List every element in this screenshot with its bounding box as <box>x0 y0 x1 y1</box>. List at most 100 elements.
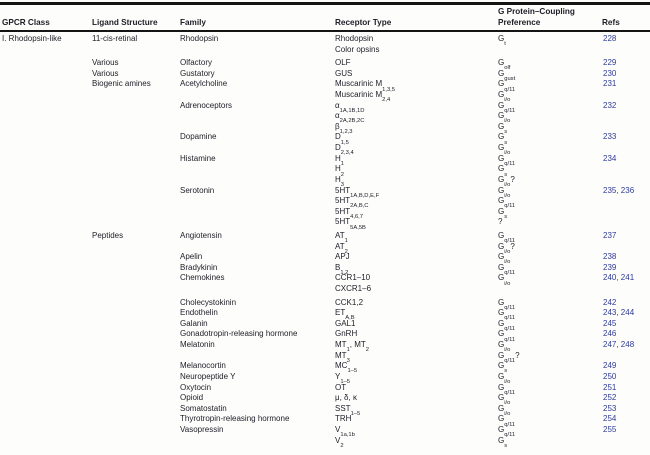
col-header-refs: Refs <box>602 18 620 27</box>
refs-cell[interactable]: 229 <box>603 58 617 68</box>
refs-cell[interactable]: 254 <box>603 414 617 424</box>
refs-cell[interactable]: 251 <box>603 382 617 392</box>
refs-cell[interactable]: 228 <box>603 34 617 43</box>
table-row: Various Olfactory OLF Golf 229 <box>0 58 650 71</box>
g-protein-cell: Gq/11 <box>498 308 516 322</box>
table-row: Adrenoceptors α1A,1B,1D Gq/11 232 <box>0 100 650 114</box>
family-cell: Vasopressin <box>180 424 224 434</box>
receptor-type-cell: β1,2,3 <box>335 121 353 136</box>
ligand-structure-cell: 11-cis-retinal <box>92 34 138 43</box>
refs-cell[interactable]: 242 <box>603 297 617 307</box>
g-protein-cell: Gi/o <box>498 143 511 157</box>
refs-cell[interactable]: 246 <box>603 329 617 339</box>
table-row: H2 Gs <box>0 164 650 178</box>
refs-cell[interactable]: 230 <box>603 68 617 78</box>
family-cell: Serotonin <box>180 185 215 195</box>
g-protein-cell: Gi/o <box>498 111 511 125</box>
table-row: Vasopressin V1a,1b Gq/11 255 <box>0 424 650 439</box>
receptor-type-cell: CCR1–10 <box>335 273 371 283</box>
receptor-type-cell: GnRH <box>335 329 358 339</box>
refs-cell[interactable]: 239 <box>603 262 617 272</box>
table-row: I. Rhodopsin-like 11-cis-retinal Rhodopsin… <box>0 34 650 47</box>
gpcr-class-cell: I. Rhodopsin-like <box>2 34 62 43</box>
receptor-type-cell: μ, δ, κ <box>335 393 357 403</box>
family-cell: Melanocortin <box>180 361 226 371</box>
refs-cell[interactable]: 240, 241 <box>603 273 635 283</box>
receptor-type-cell: SST1–5 <box>335 403 361 417</box>
family-cell: Rhodopsin <box>180 34 219 43</box>
refs-cell[interactable]: 231 <box>603 79 617 89</box>
g-protein-cell: Gs <box>498 206 508 220</box>
table-row: Biogenic amines Acetylcholine Muscarinic M… <box>0 79 650 93</box>
family-cell: Gonadotropin-releasing hormone <box>180 329 298 339</box>
family-cell: Chemokines <box>180 273 225 283</box>
table-row: Opioid μ, δ, κ Gi/o 252 <box>0 393 650 407</box>
g-protein-cell: Gi/o <box>498 371 511 386</box>
g-protein-cell: ? <box>498 217 503 227</box>
refs-cell[interactable]: 243, 244 <box>603 308 635 318</box>
g-protein-cell: Gi/o? <box>498 241 515 255</box>
receptor-type-cell: APJ <box>335 252 350 262</box>
g-protein-cell: Gs <box>498 164 508 178</box>
family-cell: Somatostatin <box>180 403 227 413</box>
g-protein-cell: Gi/o <box>498 273 511 287</box>
table-row: D2,3,4 Gi/o <box>0 143 650 157</box>
family-cell: Oxytocin <box>180 382 212 392</box>
refs-cell[interactable]: 245 <box>603 318 617 328</box>
refs-cell[interactable]: 235, 236 <box>603 185 635 195</box>
refs-cell[interactable]: 252 <box>603 393 617 403</box>
table-row: 5HT4,6,7 Gs <box>0 206 650 220</box>
receptor-type-cell: OT <box>335 382 347 392</box>
g-protein-cell: Gq/11 <box>498 414 516 428</box>
receptor-type-cell: 5HT2A,B,C <box>335 196 369 210</box>
receptor-type-cell: H3 <box>335 174 345 189</box>
g-protein-cell: Gq/11 <box>498 79 516 93</box>
ligand-structure-cell: Biogenic amines <box>92 79 151 89</box>
table-body: I. Rhodopsin-like 11-cis-retinal Rhodopsin… <box>0 34 650 449</box>
col-header-ligand-structure: Ligand Structure <box>92 18 158 27</box>
col-header-gpcr-class: GPCR Class <box>2 18 50 27</box>
family-cell: Melatonin <box>180 340 215 350</box>
table-row: 5HT5A,5B? <box>0 217 650 230</box>
refs-cell[interactable]: 250 <box>603 371 617 381</box>
g-protein-cell: Gi/o <box>498 90 511 104</box>
refs-cell[interactable]: 237 <box>603 230 617 240</box>
receptor-type-cell: MT1, MT2 <box>335 340 370 354</box>
refs-cell[interactable]: 233 <box>603 132 617 142</box>
receptor-type-cell: MT3 <box>335 350 350 364</box>
g-protein-cell: Gq/11 <box>498 153 516 167</box>
receptor-type-cell: α1A,1B,1D <box>335 100 365 114</box>
receptor-type-cell: Rhodopsin <box>335 34 374 43</box>
table-row: Galanin GAL1 Gq/11 245 <box>0 318 650 332</box>
family-cell: Apelin <box>180 252 203 262</box>
refs-cell[interactable]: 255 <box>603 424 617 434</box>
receptor-type-cell: GUS <box>335 68 353 78</box>
g-protein-cell: Gi/o <box>498 393 511 407</box>
refs-cell[interactable]: 238 <box>603 252 617 262</box>
receptor-type-cell: Muscarinic M2,4 <box>335 90 391 104</box>
family-cell: Bradykinin <box>180 262 218 272</box>
g-protein-cell: Gq/11 <box>498 196 516 210</box>
g-protein-cell: Gq/11 <box>498 230 516 245</box>
refs-cell[interactable]: 249 <box>603 361 617 371</box>
receptor-type-cell: TRH <box>335 414 352 424</box>
refs-cell[interactable]: 234 <box>603 153 617 163</box>
receptor-type-cell: D1,5 <box>335 132 349 146</box>
table-row: Melatonin MT1, MT2 Gi/o 247, 248 <box>0 340 650 354</box>
table-row: Bradykinin B1,2 Gq/11 239 <box>0 262 650 276</box>
refs-cell[interactable]: 253 <box>603 403 617 413</box>
receptor-type-cell: CXCR1–6 <box>335 284 372 294</box>
table-top-rule <box>0 2 650 5</box>
header-bottom-rule <box>0 30 650 32</box>
g-protein-cell: Ggust <box>498 68 516 83</box>
g-protein-cell: Gi/o <box>498 340 511 354</box>
receptor-type-cell: D2,3,4 <box>335 143 354 157</box>
table-row: Chemokines CCR1–10 Gi/o 240, 241 <box>0 273 650 287</box>
g-protein-cell: Gq/11 <box>498 424 516 439</box>
g-protein-cell: Gq/11 <box>498 297 516 311</box>
refs-cell[interactable]: 232 <box>603 100 617 110</box>
table-row: AT2 Gi/o? <box>0 241 650 255</box>
refs-cell[interactable]: 247, 248 <box>603 340 635 350</box>
ligand-structure-cell: Various <box>92 68 119 78</box>
g-protein-cell: Gq/11 <box>498 262 516 276</box>
